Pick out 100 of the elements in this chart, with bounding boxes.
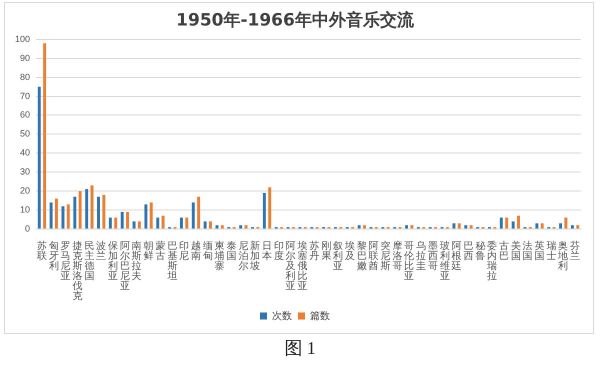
bar: [132, 221, 136, 228]
bar: [102, 194, 106, 228]
x-tick-label: 玻利维亚: [440, 240, 450, 282]
y-tick-label: 60: [20, 110, 30, 120]
bar: [464, 225, 468, 228]
x-tick-label: 刚果: [321, 240, 332, 262]
bar: [144, 204, 148, 228]
bar: [114, 218, 118, 228]
bar: [244, 225, 248, 228]
y-tick-label: 20: [20, 186, 30, 196]
x-tick-label: 波兰: [96, 240, 106, 262]
bar: [197, 196, 200, 228]
x-tick-label: 巴基斯坦: [166, 240, 178, 282]
x-tick-label: 委内瑞拉: [487, 240, 498, 282]
bar: [50, 202, 53, 228]
bar: [85, 189, 88, 228]
x-tick-label: 埃及: [344, 240, 355, 262]
y-tick-label: 80: [20, 72, 30, 82]
y-tick-label: 70: [20, 90, 30, 101]
bar: [162, 216, 165, 228]
x-tick-label: 捷克斯洛伐克: [72, 240, 82, 302]
legend-label: 次数: [272, 310, 292, 322]
bar: [405, 225, 408, 228]
bar: [209, 221, 212, 228]
bar: [216, 225, 218, 228]
x-tick-label: 新加坡: [249, 240, 260, 272]
x-tick-label: 乌拉圭: [416, 240, 426, 272]
bar: [470, 225, 473, 228]
x-tick-label: 黎巴嫩: [356, 240, 367, 272]
bar: [126, 212, 130, 228]
y-tick-label: 90: [20, 52, 30, 63]
bar: [90, 185, 94, 228]
x-tick-label: 印尼: [179, 240, 190, 262]
bar: [62, 206, 64, 228]
x-tick-label: 朝鲜: [144, 240, 154, 262]
x-tick-label: 罗马尼亚: [60, 240, 71, 282]
x-tick-label: 蒙古: [155, 240, 166, 262]
x-tick-label: 埃塞俄比亚: [296, 240, 308, 292]
bar: [192, 202, 195, 228]
bar: [97, 196, 100, 228]
x-tick-label: 英国: [534, 240, 545, 262]
x-tick-label: 阿根廷: [450, 240, 462, 272]
x-tick-label: 保加利亚: [108, 240, 118, 282]
bar: [505, 218, 508, 228]
bar: [570, 225, 574, 228]
x-tick-label: 印度: [274, 240, 284, 262]
bar: [452, 223, 456, 228]
bar: [54, 198, 58, 228]
x-tick-label: 芬兰: [570, 240, 580, 262]
bar: [540, 223, 544, 228]
y-tick-label: 40: [20, 148, 30, 158]
bar: [410, 225, 414, 228]
bar: [358, 225, 361, 228]
x-tick-label: 尼泊尔: [238, 240, 248, 272]
x-tick-label: 泰国: [226, 240, 236, 262]
x-tick-label: 阿尔巴尼亚: [120, 240, 130, 292]
bar: [220, 225, 224, 228]
y-tick-label: 100: [14, 34, 30, 44]
bar: [73, 196, 76, 228]
x-tick-label: 墨西哥: [428, 240, 438, 272]
bar: [500, 218, 503, 228]
y-tick-label: 30: [20, 166, 30, 177]
y-tick-label: 0: [25, 223, 30, 234]
bar: [576, 225, 580, 228]
x-tick-label: 日本: [262, 240, 272, 262]
x-tick-label: 匈牙利: [48, 240, 59, 272]
bar: [559, 223, 562, 228]
x-tick-label: 柬埔寨: [214, 240, 225, 272]
x-tick-label: 古巴: [498, 240, 509, 262]
bar: [268, 187, 272, 228]
bar: [180, 218, 183, 228]
bar: [239, 225, 242, 228]
x-tick-label: 叙利亚: [333, 240, 344, 272]
bar: [204, 221, 207, 228]
y-tick-label: 10: [20, 204, 30, 215]
bar: [120, 212, 124, 228]
x-tick-label: 法国: [522, 240, 533, 262]
x-tick-label: 奥地利: [557, 240, 568, 272]
x-tick-label: 摩洛哥: [392, 240, 402, 272]
x-tick-label: 巴西: [463, 240, 474, 262]
bar: [78, 191, 82, 228]
bar: [138, 221, 141, 228]
chart-title: 1950年-1966年中外音乐交流: [176, 10, 415, 31]
caption: 图 1: [283, 337, 317, 360]
x-tick-label: 阿尔及利亚: [286, 240, 296, 292]
bar: [535, 223, 538, 228]
x-tick-label: 阿联酋: [368, 240, 379, 272]
x-tick-label: 哥伦比亚: [404, 240, 414, 282]
bar: [564, 218, 568, 228]
x-tick-label: 秘鲁: [475, 240, 486, 262]
x-tick-label: 突尼斯: [380, 240, 391, 272]
bar: [517, 216, 520, 228]
x-tick-label: 南斯拉夫: [132, 240, 142, 282]
x-tick-label: 美国: [510, 240, 521, 262]
bar: [363, 225, 366, 228]
y-tick-label: 50: [20, 128, 30, 139]
bar: [108, 218, 112, 228]
bar: [43, 43, 46, 228]
x-tick-label: 越南: [190, 240, 201, 262]
bar: [512, 221, 515, 228]
